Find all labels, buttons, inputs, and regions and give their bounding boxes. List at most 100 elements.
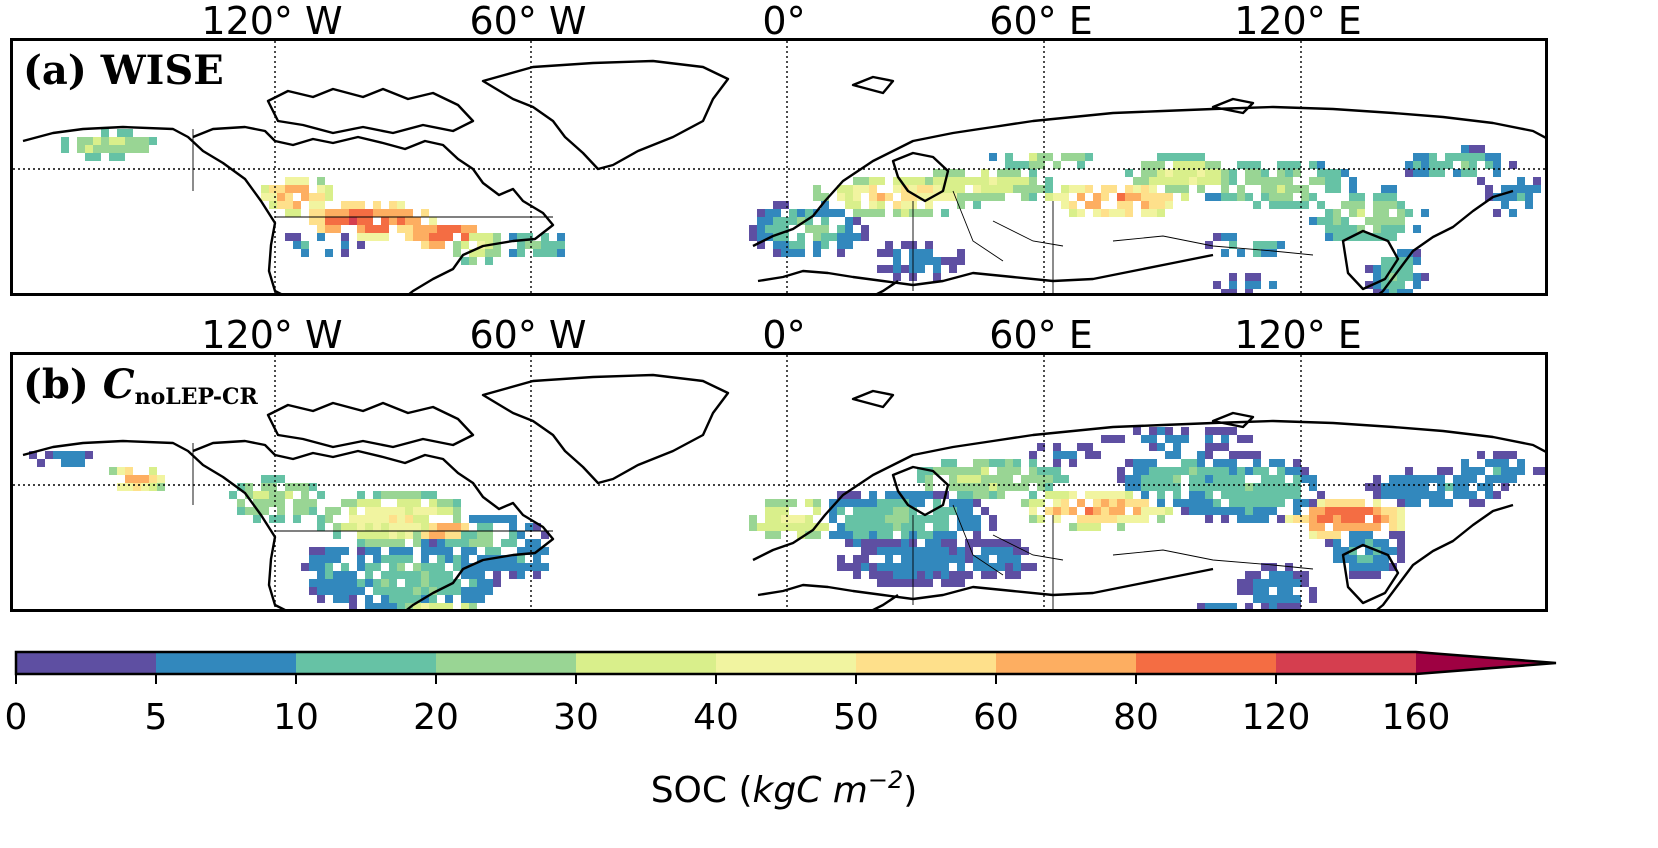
soc-grid-cell <box>125 137 133 145</box>
soc-grid-cell <box>749 523 757 531</box>
soc-grid-cell <box>469 225 477 233</box>
soc-grid-cell <box>1349 225 1357 233</box>
soc-grid-cell <box>1213 169 1221 177</box>
soc-grid-cell <box>917 491 925 499</box>
soc-grid-cell <box>781 233 789 241</box>
soc-grid-cell <box>941 185 949 193</box>
soc-grid-cell <box>397 547 405 555</box>
soc-grid-cell <box>949 467 957 475</box>
soc-grid-cell <box>1157 515 1165 523</box>
soc-grid-cell <box>1101 491 1109 499</box>
soc-grid-cell <box>1189 153 1197 161</box>
soc-grid-cell <box>1157 161 1165 169</box>
soc-grid-cell <box>1261 177 1269 185</box>
soc-grid-cell <box>1237 475 1245 483</box>
soc-grid-cell <box>1045 193 1053 201</box>
soc-grid-cell <box>1485 193 1493 201</box>
soc-grid-cell <box>1149 427 1157 435</box>
soc-grid-cell <box>509 531 517 539</box>
soc-grid-cell <box>773 531 781 539</box>
colorbar-tick-label: 30 <box>553 697 599 738</box>
soc-grid-cell <box>829 233 837 241</box>
soc-grid-cell <box>1197 185 1205 193</box>
soc-grid-cell <box>413 579 421 587</box>
soc-grid-cell <box>1389 483 1397 491</box>
soc-grid-cell <box>917 193 925 201</box>
soc-grid-cell <box>829 209 837 217</box>
soc-grid-cell <box>1405 265 1413 273</box>
soc-grid-cell <box>1325 539 1333 547</box>
soc-grid-cell <box>1493 491 1501 499</box>
soc-grid-cell <box>309 547 317 555</box>
soc-grid-cell <box>1141 459 1149 467</box>
soc-grid-cell <box>989 571 997 579</box>
soc-grid-cell <box>877 579 885 587</box>
soc-grid-cell <box>269 491 277 499</box>
soc-grid-cell <box>1197 169 1205 177</box>
soc-grid-cell <box>349 499 357 507</box>
soc-grid-cell <box>1301 475 1309 483</box>
soc-grid-cell <box>765 515 773 523</box>
soc-grid-cell <box>389 539 397 547</box>
soc-grid-cell <box>557 249 565 257</box>
soc-grid-cell <box>1397 515 1405 523</box>
soc-grid-cell <box>869 515 877 523</box>
soc-grid-cell <box>1221 289 1229 293</box>
soc-grid-cell <box>477 249 485 257</box>
soc-grid-cell <box>837 507 845 515</box>
soc-grid-cell <box>373 233 381 241</box>
soc-grid-cell <box>925 531 933 539</box>
soc-grid-cell <box>349 579 357 587</box>
soc-grid-cell <box>237 507 245 515</box>
soc-grid-cell <box>853 507 861 515</box>
soc-grid-cell <box>813 241 821 249</box>
soc-grid-cell <box>1261 241 1269 249</box>
soc-grid-cell <box>333 225 341 233</box>
soc-grid-cell <box>1053 507 1061 515</box>
soc-grid-cell <box>789 523 797 531</box>
soc-grid-cell <box>469 603 477 609</box>
soc-grid-cell <box>445 595 453 603</box>
soc-grid-cell <box>877 249 885 257</box>
soc-grid-cell <box>349 507 357 515</box>
soc-grid-cell <box>1293 161 1301 169</box>
soc-grid-cell <box>61 145 69 153</box>
soc-grid-cell <box>269 499 277 507</box>
soc-grid-cell <box>285 185 293 193</box>
country-border <box>1112 235 1314 256</box>
soc-grid-cell <box>917 555 925 563</box>
soc-grid-cell <box>1493 475 1501 483</box>
soc-grid-cell <box>477 531 485 539</box>
soc-grid-cell <box>477 241 485 249</box>
soc-grid-cell <box>1141 475 1149 483</box>
soc-grid-cell <box>1125 499 1133 507</box>
soc-grid-cell <box>1029 475 1037 483</box>
soc-grid-cell <box>1261 603 1269 609</box>
soc-grid-cell <box>1213 177 1221 185</box>
soc-grid-cell <box>1373 491 1381 499</box>
soc-grid-cell <box>1133 193 1141 201</box>
soc-grid-cell <box>1293 515 1301 523</box>
soc-grid-cell <box>445 531 453 539</box>
soc-grid-cell <box>1213 233 1221 241</box>
soc-grid-cell <box>469 595 477 603</box>
soc-grid-cell <box>493 571 501 579</box>
soc-grid-cell <box>373 499 381 507</box>
soc-grid-cell <box>1037 161 1045 169</box>
soc-grid-cell <box>1181 185 1189 193</box>
colorbar-segment <box>1276 652 1416 674</box>
soc-grid-cell <box>917 531 925 539</box>
soc-grid-cell <box>797 241 805 249</box>
soc-grid-cell <box>477 233 485 241</box>
soc-grid-cell <box>1525 201 1533 209</box>
soc-grid-cell <box>1005 467 1013 475</box>
soc-grid-cell <box>1245 467 1253 475</box>
colorbar-tick-label: 10 <box>273 697 319 738</box>
soc-grid-cell <box>861 177 869 185</box>
soc-grid-cell <box>1125 491 1133 499</box>
soc-grid-cell <box>365 595 373 603</box>
soc-grid-cell <box>269 185 277 193</box>
soc-grid-cell <box>421 563 429 571</box>
soc-grid-cell <box>1301 185 1309 193</box>
soc-grid-cell <box>485 531 493 539</box>
